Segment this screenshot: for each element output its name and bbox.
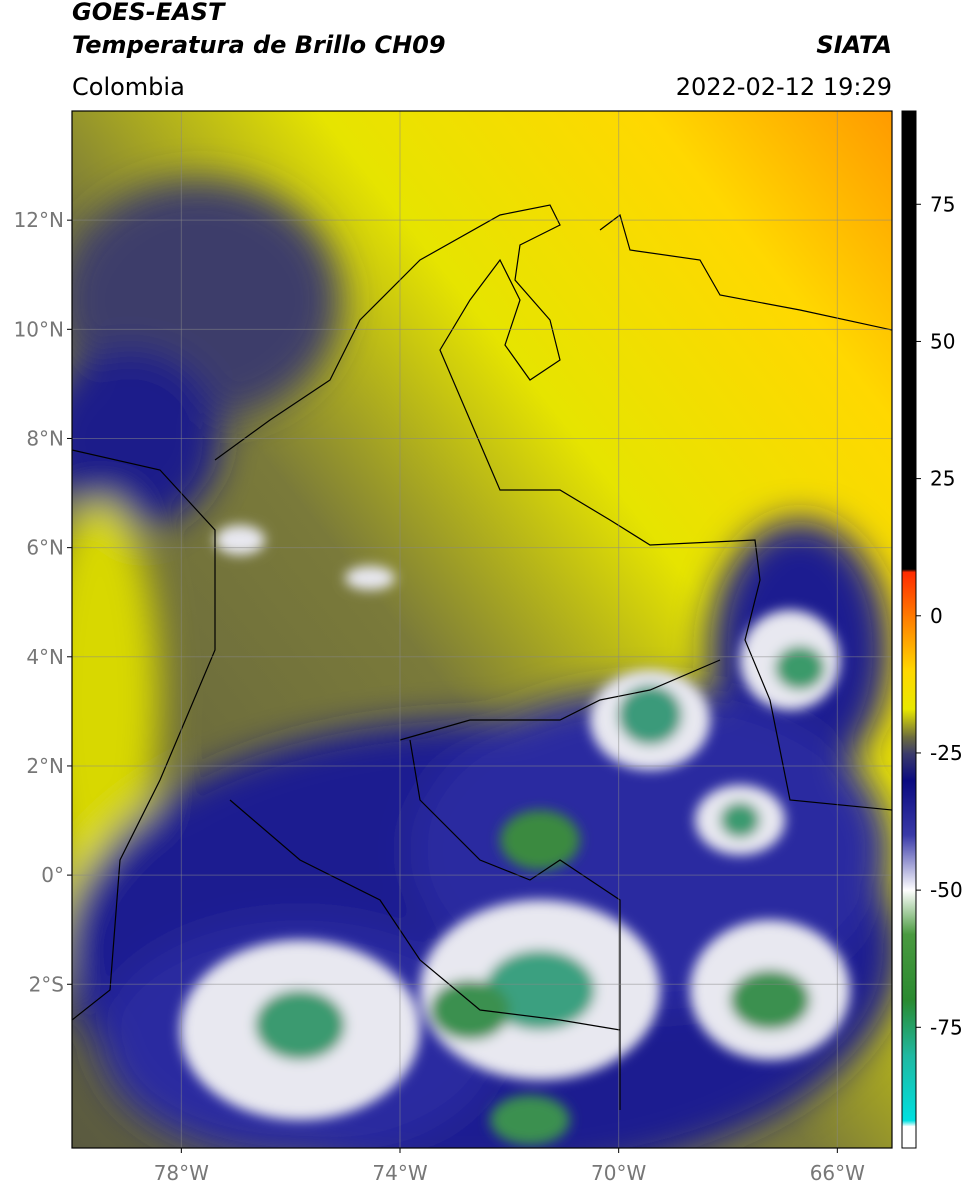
colorbar-segment — [902, 999, 916, 1056]
colorbar-segment — [902, 569, 916, 573]
colorbar-tick-label: -50 — [930, 878, 963, 902]
y-tick-label: 0° — [41, 863, 64, 887]
colorbar-tick-label: -75 — [930, 1015, 963, 1039]
colorbar-tick-label: 50 — [930, 329, 955, 353]
colorbar-tick-label: 0 — [930, 604, 943, 628]
colorbar-segment — [902, 670, 916, 710]
colorbar-segment — [902, 835, 916, 891]
x-tick-label: 66°W — [810, 1161, 865, 1185]
colorbar-tick-label: 75 — [930, 192, 955, 216]
graticule: 78°W 74°W 70°W 66°W 12°N 10°N 8°N 6°N 4°N 2°N 0° 2°… — [14, 111, 892, 1185]
x-tick-label: 70°W — [591, 1161, 646, 1185]
colorbar-segment — [902, 890, 916, 935]
colorbar-segment — [902, 752, 916, 781]
datetime: 2022-02-12 19:29 — [676, 73, 892, 101]
colorbar-segment — [902, 111, 916, 570]
y-tick-label: 2°S — [29, 972, 64, 996]
colorbar-segment — [902, 709, 916, 737]
colorbar-tick-label: -25 — [930, 741, 963, 765]
colorbar-segment — [902, 934, 916, 1001]
colorbar-frame — [901, 110, 917, 1149]
title: Temperatura de Brillo CH09 — [72, 31, 446, 59]
y-tick-label: 10°N — [14, 317, 64, 341]
title: GOES-EAST — [72, 0, 226, 26]
colorbar-segment — [902, 615, 916, 672]
y-tick-label: 6°N — [26, 536, 64, 560]
organization: SIATA — [816, 31, 892, 59]
colorbar-segment — [902, 780, 916, 836]
map-frame — [71, 110, 893, 1149]
colorbar-segment — [902, 1126, 916, 1149]
colorbar-segment — [902, 1054, 916, 1122]
colorbar-segment — [902, 736, 916, 754]
colorbar: 75 50 25 0 -25 -50 -75 — [901, 110, 963, 1149]
region: Colombia — [72, 73, 185, 101]
satellite-image — [72, 111, 892, 1148]
y-tick-label: 8°N — [26, 426, 64, 450]
y-tick-label: 2°N — [26, 754, 64, 778]
y-tick-label: 12°N — [14, 208, 64, 232]
colorbar-tick-label: 25 — [930, 467, 955, 491]
colorbar-segment — [902, 1120, 916, 1127]
x-tick-label: 78°W — [154, 1161, 209, 1185]
colorbar-segment — [902, 571, 916, 617]
y-tick-label: 4°N — [26, 645, 64, 669]
x-tick-label: 74°W — [372, 1161, 427, 1185]
